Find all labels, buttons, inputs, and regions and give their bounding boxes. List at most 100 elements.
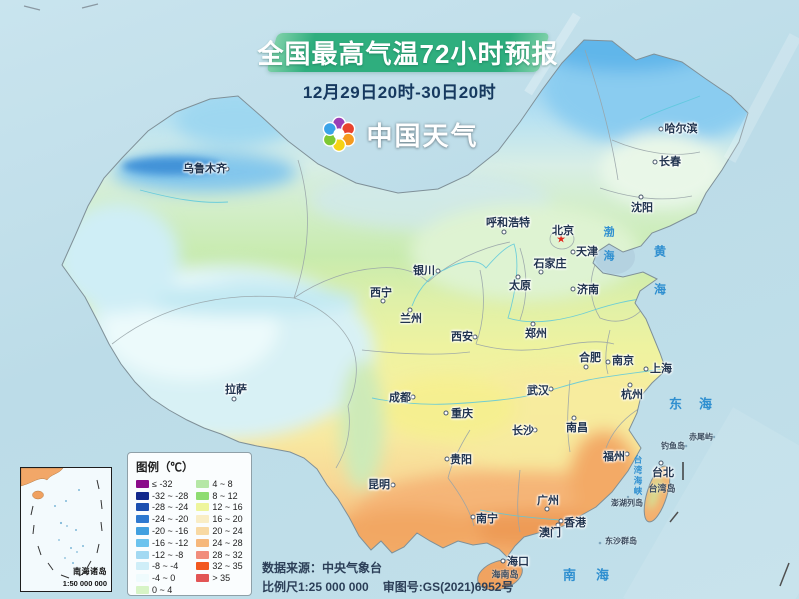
city-marker: [231, 396, 237, 402]
legend-title: 图例（℃）: [136, 462, 194, 474]
legend-swatch: [136, 550, 149, 559]
city-marker: [558, 518, 564, 524]
legend-row: -16 ~ -12: [136, 537, 196, 549]
legend-label: > 35: [212, 573, 231, 584]
city-marker: [555, 522, 561, 528]
legend-swatch: [196, 491, 210, 500]
legend-label: -8 ~ -4: [152, 561, 179, 572]
hainan-island: [477, 559, 523, 591]
inset-scale: 1:50 000 000: [62, 579, 107, 588]
city-marker: [643, 366, 649, 372]
legend-swatch: [196, 515, 210, 524]
legend-label: 32 ~ 35: [212, 561, 243, 572]
approval-number: 审图号:GS(2021)6952号: [382, 579, 514, 594]
legend-label: 8 ~ 12: [212, 490, 238, 501]
city-marker: [538, 269, 544, 275]
legend-label: -32 ~ -28: [152, 490, 189, 501]
legend-row: 20 ~ 24: [196, 525, 245, 537]
legend-label: -12 ~ -8: [152, 549, 184, 560]
city-marker: [583, 364, 589, 370]
legend-columns: ≤ -32 -32 ~ -28 -28 ~ -24 -24 ~ -20 -20 ~ -1…: [136, 478, 245, 596]
city-marker: [470, 514, 476, 520]
city-marker: [571, 415, 577, 421]
legend-label: 28 ~ 32: [212, 549, 243, 560]
city-marker: [407, 307, 413, 313]
city-marker: [515, 274, 521, 280]
legend-row: ≤ -32: [136, 478, 196, 490]
legend-swatch: [136, 562, 149, 571]
legend-row: 12 ~ 16: [196, 502, 245, 514]
city-marker: [532, 427, 538, 433]
legend-row: 0 ~ 4: [136, 584, 196, 596]
legend-swatch: [196, 479, 210, 488]
legend-label: -24 ~ -20: [152, 514, 189, 525]
legend-swatch: [136, 503, 149, 512]
legend-swatch: [136, 538, 149, 547]
legend-label: 24 ~ 28: [212, 537, 243, 548]
legend-row: -24 ~ -20: [136, 513, 196, 525]
city-marker: [472, 334, 478, 340]
inset-title: 南海诸岛: [73, 566, 107, 576]
city-marker: [544, 506, 550, 512]
legend-row: 28 ~ 32: [196, 549, 245, 561]
city-marker: [410, 394, 416, 400]
china-weather-logo: 中国天气: [0, 115, 799, 153]
city-marker: [443, 410, 449, 416]
legend-swatch: [136, 586, 149, 595]
city-marker: [501, 229, 507, 235]
legend-label: -20 ~ -16: [152, 526, 189, 537]
page-title: 全国最高气温72小时预报: [257, 39, 559, 69]
map-scale: 比例尺1:25 000 000: [262, 579, 369, 594]
city-marker: [380, 298, 386, 304]
logo-text: 中国天气: [366, 120, 479, 151]
map-footer: 数据来源：中央气象台 比例尺1:25 000 000 审图号:GS(2021)69…: [262, 559, 513, 596]
national-outline: [61, 39, 749, 591]
legend-row: -12 ~ -8: [136, 549, 196, 561]
city-marker: [224, 166, 230, 172]
city-marker: [605, 359, 611, 365]
city-marker: [658, 460, 664, 466]
legend-swatch: [196, 574, 210, 583]
data-source: 数据来源：中央气象台: [262, 561, 383, 575]
legend-label: -28 ~ -24: [152, 502, 189, 513]
taiwan-island: [643, 465, 671, 523]
edge-boundary-fragments: [23, 3, 99, 11]
legend-row: 8 ~ 12: [196, 490, 245, 502]
legend-row: -8 ~ -4: [136, 561, 196, 573]
legend-row: -4 ~ 0: [136, 572, 196, 584]
legend-label: -16 ~ -12: [152, 537, 189, 548]
legend-column-cold: ≤ -32 -32 ~ -28 -28 ~ -24 -24 ~ -20 -20 ~ -1…: [136, 478, 196, 596]
city-marker: [500, 558, 506, 564]
rivers: [139, 95, 701, 521]
legend-label: 16 ~ 20: [212, 514, 243, 525]
city-marker: [627, 382, 633, 388]
capital-star-marker: ★: [556, 233, 566, 246]
legend-row: -32 ~ -28: [136, 490, 196, 502]
legend-label: -4 ~ 0: [152, 573, 176, 584]
legend-swatch: [136, 479, 149, 488]
legend-label: 20 ~ 24: [212, 526, 243, 537]
legend-label: 12 ~ 16: [212, 502, 243, 513]
legend-swatch: [196, 538, 210, 547]
city-marker: [444, 456, 450, 462]
title-banner: 全国最高气温72小时预报: [257, 33, 559, 72]
small-islands: [598, 435, 716, 545]
legend-label: 0 ~ 4: [152, 585, 173, 596]
legend-swatch: [136, 515, 149, 524]
city-marker: [570, 249, 576, 255]
city-marker: [652, 159, 658, 165]
legend-swatch: [196, 550, 210, 559]
city-marker: [638, 194, 644, 200]
city-marker: [390, 482, 396, 488]
legend-label: 4 ~ 8: [212, 478, 233, 489]
legend-swatch: [196, 562, 210, 571]
legend-row: -20 ~ -16: [136, 525, 196, 537]
legend-swatch: [136, 491, 149, 500]
city-marker: [548, 386, 554, 392]
maritime-dash-segments: [669, 462, 790, 587]
city-marker: [570, 286, 576, 292]
city-marker: [624, 451, 630, 457]
legend-swatch: [136, 527, 149, 536]
